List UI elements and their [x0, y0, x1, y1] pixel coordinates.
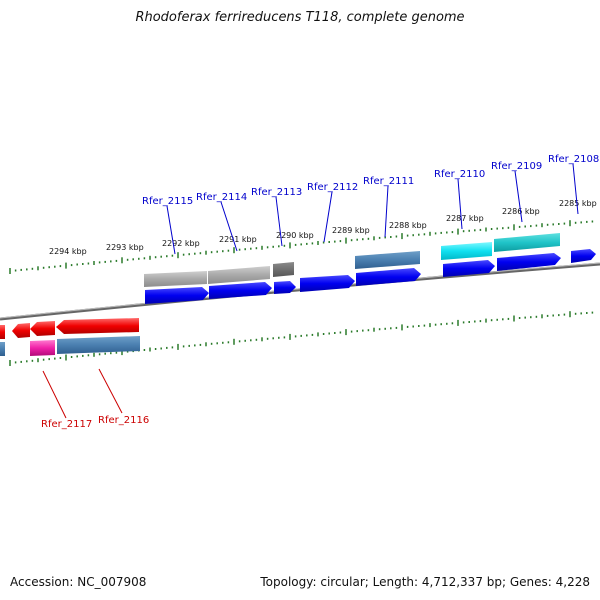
- gene-bar[interactable]: [273, 262, 294, 277]
- scale-label: 2294 kbp: [49, 247, 87, 256]
- gene-label-rfer-2113[interactable]: Rfer_2113: [251, 187, 302, 198]
- gene-bar[interactable]: [494, 233, 560, 252]
- gene-label-rfer-2114[interactable]: Rfer_2114: [196, 192, 247, 203]
- scale-ticks-outer: [9, 220, 594, 274]
- scale-label: 2285 kbp: [559, 199, 597, 208]
- leader-line: [42, 370, 67, 419]
- leader-line: [514, 170, 523, 223]
- scale-label: 2291 kbp: [219, 235, 257, 244]
- forward-gene-arrows: [145, 249, 596, 304]
- gene-bar[interactable]: [57, 336, 140, 354]
- gene-arrow[interactable]: [145, 287, 209, 304]
- genome-summary-text: Topology: circular; Length: 4,712,337 bp…: [260, 575, 590, 589]
- scale-label: 2288 kbp: [389, 221, 427, 230]
- gene-bar[interactable]: [208, 266, 270, 284]
- scale-label: 2292 kbp: [162, 239, 200, 248]
- gene-bar[interactable]: [144, 271, 207, 287]
- leader-line: [98, 368, 123, 414]
- gene-bar[interactable]: [0, 342, 5, 356]
- gene-arrow[interactable]: [443, 260, 495, 277]
- gene-arrow[interactable]: [0, 325, 5, 339]
- gene-bar[interactable]: [355, 251, 420, 269]
- map-title: Rhodoferax ferrireducens T118, complete …: [135, 10, 465, 25]
- gene-arrow[interactable]: [300, 275, 355, 292]
- gene-arrow[interactable]: [497, 253, 561, 271]
- gene-arrow[interactable]: [56, 318, 139, 334]
- gene-arrow[interactable]: [571, 249, 596, 263]
- gene-labels: Rfer_2115 Rfer_2114 Rfer_2113 Rfer_2112 …: [41, 154, 599, 430]
- gene-label-rfer-2108[interactable]: Rfer_2108: [548, 154, 599, 165]
- leader-line: [572, 163, 579, 215]
- gene-label-rfer-2117[interactable]: Rfer_2117: [41, 419, 92, 430]
- leader-line: [275, 196, 283, 247]
- reverse-gene-arrows: [0, 318, 139, 339]
- scale-label: 2289 kbp: [332, 226, 370, 235]
- gene-arrow[interactable]: [356, 268, 421, 286]
- leader-line: [166, 205, 176, 255]
- leader-line: [323, 191, 333, 243]
- gene-label-rfer-2115[interactable]: Rfer_2115: [142, 196, 193, 207]
- leader-line: [457, 178, 463, 230]
- gene-bar[interactable]: [30, 340, 55, 356]
- leader-line: [220, 201, 238, 252]
- gene-label-rfer-2116[interactable]: Rfer_2116: [98, 415, 149, 426]
- gene-arrow[interactable]: [30, 321, 55, 336]
- leader-line: [384, 185, 389, 238]
- gene-arrow[interactable]: [274, 281, 296, 294]
- accession-text: Accession: NC_007908: [10, 575, 147, 589]
- scale-ticks-inner: [9, 311, 594, 366]
- gene-label-rfer-2110[interactable]: Rfer_2110: [434, 169, 485, 180]
- gene-label-rfer-2109[interactable]: Rfer_2109: [491, 161, 542, 172]
- forward-cog-bars: [144, 233, 560, 287]
- scale-label: 2293 kbp: [106, 243, 144, 252]
- reverse-cog-bars: [0, 336, 140, 356]
- gene-label-rfer-2111[interactable]: Rfer_2111: [363, 176, 414, 187]
- scale-label: 2287 kbp: [446, 214, 484, 223]
- gene-arrow[interactable]: [209, 282, 272, 299]
- scale-label: 2290 kbp: [276, 231, 314, 240]
- gene-label-rfer-2112[interactable]: Rfer_2112: [307, 182, 358, 193]
- label-leaders: [42, 163, 579, 419]
- gene-arrow[interactable]: [12, 323, 30, 338]
- gene-bar[interactable]: [441, 242, 492, 260]
